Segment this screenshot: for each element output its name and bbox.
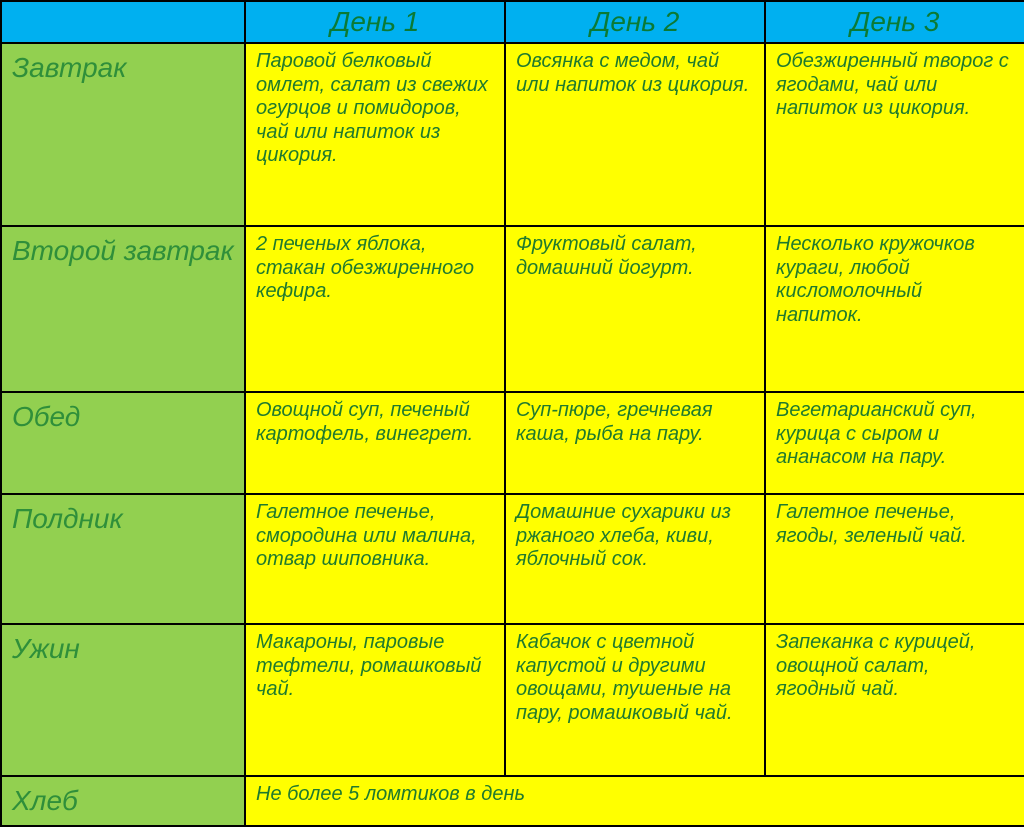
rowlabel-lunch: Обед [1, 392, 245, 494]
row-snack: Полдник Галетное печенье, смородина или … [1, 494, 1024, 624]
cell-lunch-day3: Вегетарианский суп, курица с сыром и ана… [765, 392, 1024, 494]
row-second-breakfast: Второй завтрак 2 печеных яблока, стакан … [1, 226, 1024, 392]
row-lunch: Обед Овощной суп, печеный картофель, вин… [1, 392, 1024, 494]
cell-breakfast-day1: Паровой белковый омлет, салат из свежих … [245, 43, 505, 226]
header-day-2: День 2 [505, 1, 765, 43]
cell-dinner-day2: Кабачок с цветной капустой и другими ово… [505, 624, 765, 776]
meal-plan-table-wrapper: День 1 День 2 День 3 Завтрак Паровой бел… [0, 0, 1024, 799]
cell-breakfast-day2: Овсянка с медом, чай или напиток из цико… [505, 43, 765, 226]
header-corner [1, 1, 245, 43]
header-day-1: День 1 [245, 1, 505, 43]
cell-bread-note: Не более 5 ломтиков в день [245, 776, 1024, 826]
meal-plan-table: День 1 День 2 День 3 Завтрак Паровой бел… [0, 0, 1024, 827]
rowlabel-snack: Полдник [1, 494, 245, 624]
cell-dinner-day1: Макароны, паровые тефтели, ромашковый ча… [245, 624, 505, 776]
row-dinner: Ужин Макароны, паровые тефтели, ромашков… [1, 624, 1024, 776]
cell-dinner-day3: Запеканка с курицей, овощной салат, ягод… [765, 624, 1024, 776]
rowlabel-breakfast: Завтрак [1, 43, 245, 226]
row-bread: Хлеб Не более 5 ломтиков в день [1, 776, 1024, 826]
cell-second-breakfast-day2: Фруктовый салат, домашний йогурт. [505, 226, 765, 392]
cell-lunch-day2: Суп-пюре, гречневая каша, рыба на пару. [505, 392, 765, 494]
rowlabel-dinner: Ужин [1, 624, 245, 776]
header-row: День 1 День 2 День 3 [1, 1, 1024, 43]
rowlabel-second-breakfast: Второй завтрак [1, 226, 245, 392]
header-day-3: День 3 [765, 1, 1024, 43]
cell-second-breakfast-day3: Несколько кружочков кураги, любой кислом… [765, 226, 1024, 392]
cell-lunch-day1: Овощной суп, печеный картофель, винегрет… [245, 392, 505, 494]
cell-snack-day3: Галетное печенье, ягоды, зеленый чай. [765, 494, 1024, 624]
row-breakfast: Завтрак Паровой белковый омлет, салат из… [1, 43, 1024, 226]
rowlabel-bread: Хлеб [1, 776, 245, 826]
cell-snack-day2: Домашние сухарики из ржаного хлеба, киви… [505, 494, 765, 624]
cell-breakfast-day3: Обезжиренный творог с ягодами, чай или н… [765, 43, 1024, 226]
cell-second-breakfast-day1: 2 печеных яблока, стакан обезжиренного к… [245, 226, 505, 392]
cell-snack-day1: Галетное печенье, смородина или малина, … [245, 494, 505, 624]
